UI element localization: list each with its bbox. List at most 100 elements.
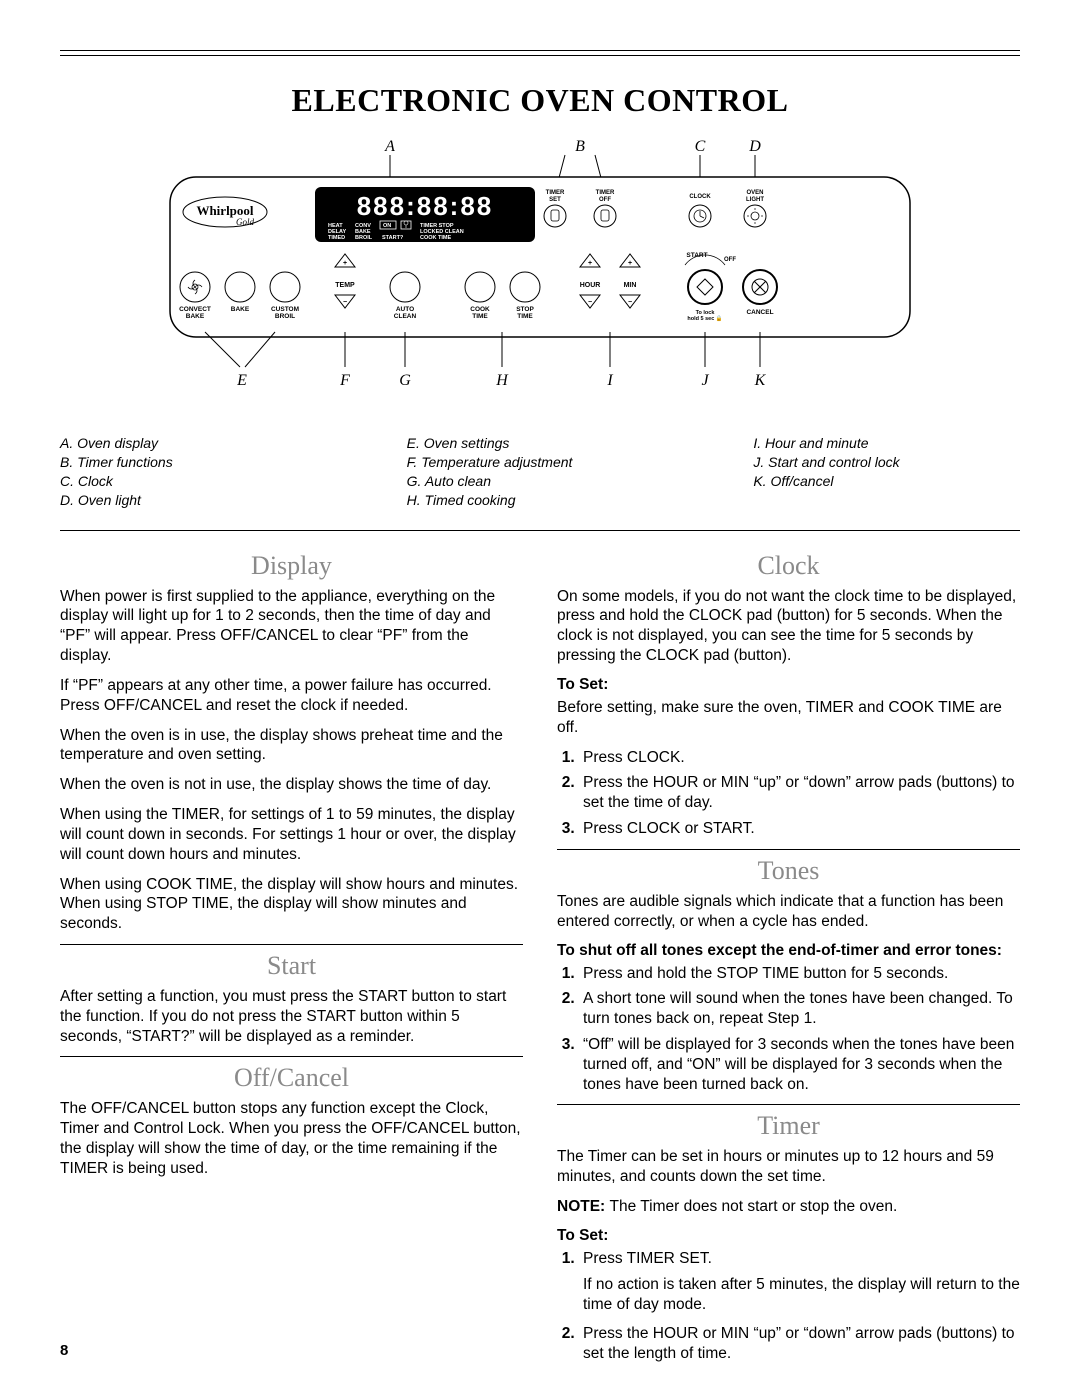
list-item: Press CLOCK or START. — [579, 819, 1020, 839]
diagram-legend: A. Oven display B. Timer functions C. Cl… — [60, 434, 1020, 510]
start-heading: Start — [60, 951, 523, 981]
svg-text:+: + — [343, 260, 347, 267]
brand-text: Whirlpool — [196, 203, 253, 218]
list-item: A short tone will sound when the tones h… — [579, 989, 1020, 1029]
timer-heading: Timer — [557, 1111, 1020, 1141]
svg-text:OFF: OFF — [724, 257, 736, 263]
diagram-label-b: B — [575, 138, 585, 155]
svg-text:+: + — [628, 260, 632, 267]
legend-item: E. Oven settings — [407, 434, 674, 453]
svg-text:H: H — [495, 372, 509, 389]
legend-item: J. Start and control lock — [753, 453, 1020, 472]
page-number: 8 — [60, 1342, 68, 1359]
body-text: Before setting, make sure the oven, TIME… — [557, 698, 1020, 738]
body-text: The Timer can be set in hours or minutes… — [557, 1147, 1020, 1187]
svg-text:TEMP: TEMP — [335, 282, 355, 289]
svg-text:CLEAN: CLEAN — [394, 313, 417, 320]
svg-text:BROIL: BROIL — [355, 235, 373, 241]
tones-steps: Press and hold the STOP TIME button for … — [579, 964, 1020, 1095]
body-text: When the oven is not in use, the display… — [60, 775, 523, 795]
lock-label-2: hold 5 sec 🔒 — [687, 315, 722, 322]
svg-text:CLOCK: CLOCK — [689, 194, 711, 200]
body-text: When the oven is in use, the display sho… — [60, 726, 523, 766]
svg-text:TIMER: TIMER — [546, 190, 565, 196]
svg-text:E: E — [236, 372, 247, 389]
body-text: If no action is taken after 5 minutes, t… — [583, 1275, 1020, 1315]
list-item: Press and hold the STOP TIME button for … — [579, 964, 1020, 984]
body-text: Tones are audible signals which indicate… — [557, 892, 1020, 932]
display-heading: Display — [60, 551, 523, 581]
legend-item: A. Oven display — [60, 434, 327, 453]
body-text: If “PF” appears at any other time, a pow… — [60, 676, 523, 716]
legend-item: C. Clock — [60, 472, 327, 491]
start-label: START — [686, 252, 707, 259]
svg-text:CONVECT: CONVECT — [179, 306, 211, 313]
svg-text:TIMER: TIMER — [596, 190, 615, 196]
tones-sub: To shut off all tones except the end-of-… — [557, 942, 1020, 960]
svg-text:TIME: TIME — [472, 313, 488, 320]
svg-text:BAKE: BAKE — [186, 313, 205, 320]
control-panel-diagram: A B C D Whirlpool Gold 888:88:88 HEATCON… — [60, 137, 1020, 422]
body-text: When power is first supplied to the appl… — [60, 587, 523, 666]
svg-text:MIN: MIN — [624, 282, 637, 289]
svg-text:K: K — [754, 372, 767, 389]
legend-item: D. Oven light — [60, 491, 327, 510]
svg-text:−: − — [588, 299, 592, 306]
svg-text:START?: START? — [382, 235, 404, 241]
legend-item: H. Timed cooking — [407, 491, 674, 510]
svg-text:COOK TIME: COOK TIME — [420, 235, 451, 241]
clock-steps: Press CLOCK. Press the HOUR or MIN “up” … — [579, 748, 1020, 839]
svg-text:I: I — [606, 372, 613, 389]
svg-text:F: F — [339, 372, 350, 389]
right-column: Clock On some models, if you do not want… — [557, 547, 1020, 1375]
svg-text:BAKE: BAKE — [231, 306, 250, 313]
legend-item: K. Off/cancel — [753, 472, 1020, 491]
svg-text:+: + — [588, 260, 592, 267]
svg-text:OFF: OFF — [599, 197, 611, 203]
list-item: Press TIMER SET. If no action is taken a… — [579, 1249, 1020, 1314]
legend-item: B. Timer functions — [60, 453, 327, 472]
svg-text:COOK: COOK — [470, 306, 490, 313]
svg-text:−: − — [628, 299, 632, 306]
cancel-label: CANCEL — [746, 309, 773, 316]
svg-text:SET: SET — [549, 197, 561, 203]
diagram-label-d: D — [748, 138, 761, 155]
brand-sub-text: Gold — [236, 217, 255, 227]
svg-text:TIME: TIME — [517, 313, 533, 320]
diagram-label-a: A — [384, 138, 395, 155]
svg-text:ON: ON — [383, 223, 391, 229]
body-text: On some models, if you do not want the c… — [557, 587, 1020, 666]
svg-text:STOP: STOP — [516, 306, 534, 313]
svg-text:−: − — [343, 299, 347, 306]
to-set-label: To Set: — [557, 676, 1020, 694]
legend-item: F. Temperature adjustment — [407, 453, 674, 472]
page-title: ELECTRONIC OVEN CONTROL — [60, 82, 1020, 119]
svg-text:G: G — [399, 372, 411, 389]
svg-text:BROIL: BROIL — [275, 313, 295, 320]
svg-text:HOUR: HOUR — [580, 282, 601, 289]
list-item: “Off” will be displayed for 3 seconds wh… — [579, 1035, 1020, 1094]
body-text: After setting a function, you must press… — [60, 987, 523, 1046]
list-item: Press the HOUR or MIN “up” or “down” arr… — [579, 773, 1020, 813]
clock-heading: Clock — [557, 551, 1020, 581]
body-text: When using COOK TIME, the display will s… — [60, 875, 523, 934]
diagram-label-c: C — [695, 138, 706, 155]
svg-text:LIGHT: LIGHT — [746, 197, 764, 203]
body-text: When using the TIMER, for settings of 1 … — [60, 805, 523, 864]
to-set-label: To Set: — [557, 1227, 1020, 1245]
timer-steps: Press TIMER SET. If no action is taken a… — [579, 1249, 1020, 1364]
legend-item: I. Hour and minute — [753, 434, 1020, 453]
offcancel-heading: Off/Cancel — [60, 1063, 523, 1093]
svg-text:AUTO: AUTO — [396, 306, 414, 313]
left-column: Display When power is first supplied to … — [60, 547, 523, 1375]
list-item: Press CLOCK. — [579, 748, 1020, 768]
svg-text:TIMED: TIMED — [328, 235, 345, 241]
list-item: Press the HOUR or MIN “up” or “down” arr… — [579, 1324, 1020, 1364]
body-text: The OFF/CANCEL button stops any function… — [60, 1099, 523, 1178]
svg-text:CUSTOM: CUSTOM — [271, 306, 299, 313]
display-digits: 888:88:88 — [357, 191, 494, 221]
body-text: NOTE: The Timer does not start or stop t… — [557, 1197, 1020, 1217]
svg-text:J: J — [701, 372, 709, 389]
legend-item: G. Auto clean — [407, 472, 674, 491]
svg-text:OVEN: OVEN — [746, 190, 763, 196]
